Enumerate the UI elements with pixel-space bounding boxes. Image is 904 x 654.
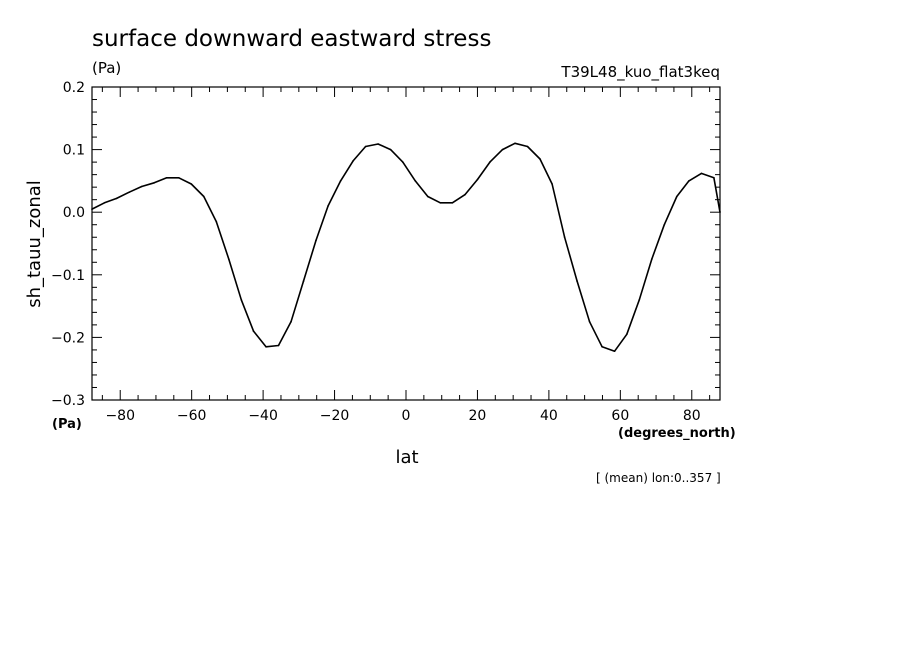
data-point <box>601 346 603 348</box>
y-tick-label: 0.0 <box>63 205 85 221</box>
data-point <box>252 330 255 332</box>
data-point <box>688 180 690 182</box>
data-point <box>302 280 305 282</box>
data-point <box>526 145 529 148</box>
y-tick-label: 0.2 <box>63 80 85 96</box>
data-point <box>663 223 666 226</box>
y-tick-label: −0.1 <box>51 268 85 284</box>
x-tick-label: 80 <box>683 408 701 424</box>
x-tick-label: −40 <box>248 408 278 424</box>
data-point <box>464 193 466 196</box>
x-tick-label: 0 <box>402 408 411 424</box>
data-point <box>389 148 392 151</box>
data-point <box>315 239 317 242</box>
data-point <box>427 195 429 198</box>
data-point <box>402 161 404 163</box>
data-point <box>153 182 155 184</box>
x-tick-label: 60 <box>611 408 629 424</box>
data-point <box>563 236 566 238</box>
footnote: [ (mean) lon:0..357 ] <box>596 471 721 485</box>
data-point <box>290 321 292 323</box>
title-units: (Pa) <box>92 59 121 77</box>
data-point <box>228 258 230 260</box>
data-point <box>576 280 578 282</box>
y-axis-units: (Pa) <box>52 417 82 432</box>
data-point <box>115 197 118 200</box>
data-point <box>613 350 616 353</box>
data-point <box>651 258 653 260</box>
data-point <box>364 145 367 148</box>
plot-frame <box>91 86 721 401</box>
data-point <box>414 180 417 182</box>
x-tick-label: −60 <box>177 408 207 424</box>
y-tick-labels: −0.3 −0.2 −0.1 0.0 0.1 0.2 <box>51 80 85 409</box>
y-tick-label: 0.1 <box>63 143 85 159</box>
x-tick-label: 40 <box>540 408 558 424</box>
data-point <box>91 208 93 210</box>
data-point <box>713 177 715 179</box>
data-point <box>489 161 491 163</box>
data-point <box>439 202 442 204</box>
data-point <box>676 195 678 198</box>
data-point <box>128 191 130 193</box>
data-point <box>165 177 168 179</box>
data-point <box>265 346 267 348</box>
data-point <box>476 178 479 181</box>
x-tick-labels: −80 −60 −40 −20 0 20 40 60 80 <box>105 408 700 424</box>
data-point <box>700 172 703 175</box>
chart-title: surface downward eastward stress <box>92 26 491 52</box>
x-tick-label: −20 <box>320 408 350 424</box>
data-point <box>551 183 553 185</box>
data-point <box>140 185 143 188</box>
data-point <box>339 180 342 182</box>
x-tick-label: 20 <box>469 408 487 424</box>
data-point <box>719 211 721 213</box>
data-point <box>377 143 379 145</box>
data-point <box>352 160 354 162</box>
data-point <box>501 148 504 151</box>
series-points <box>91 142 721 353</box>
data-point <box>103 202 106 204</box>
data-point <box>514 142 516 145</box>
major-ticks <box>92 86 720 401</box>
data-point <box>240 299 243 301</box>
data-point <box>638 299 641 301</box>
series-line <box>91 142 721 352</box>
x-axis-label: lat <box>395 447 418 468</box>
x-tick-label: −80 <box>105 408 135 424</box>
experiment-label: T39L48_kuo_flat3keq <box>560 63 720 82</box>
data-point <box>588 321 591 323</box>
data-point <box>203 195 205 198</box>
data-point <box>327 205 329 207</box>
data-point <box>178 177 180 179</box>
data-point <box>539 158 541 160</box>
data-point <box>190 183 193 185</box>
y-axis-label: sh_tauu_zonal <box>24 180 45 308</box>
y-tick-label: −0.2 <box>51 330 85 346</box>
minor-ticks <box>92 87 720 400</box>
y-tick-label: −0.3 <box>51 393 85 409</box>
data-point <box>626 333 628 336</box>
x-axis-units: (degrees_north) <box>618 426 736 441</box>
data-point <box>277 344 280 347</box>
data-point <box>215 220 218 223</box>
data-point <box>451 202 454 204</box>
